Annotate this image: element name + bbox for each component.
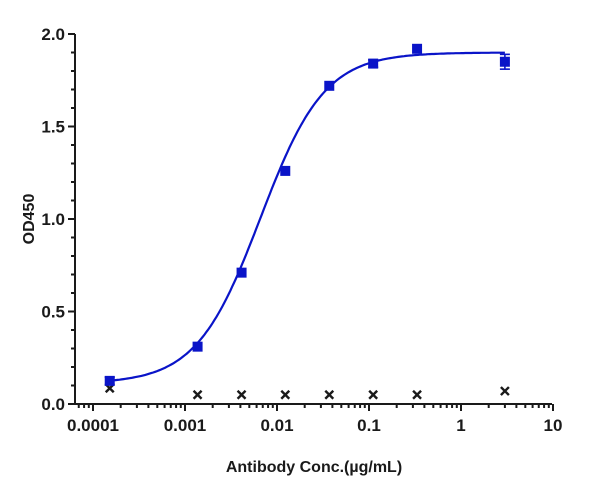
y-tick-label: 0.5 [41,303,65,322]
x-tick-label: 0.01 [260,416,293,435]
antibody-data-point [280,165,291,176]
negative-control-point [280,389,291,400]
antibody-data-point [324,80,335,91]
y-tick-label: 1.0 [41,210,65,229]
x-tick-label: 0.0001 [67,416,119,435]
x-tick-label: 0.001 [164,416,207,435]
y-tick-label: 2.0 [41,25,65,44]
x-tick-label: 0.1 [357,416,381,435]
x-axis-title: Antibody Conc.(µg/mL) [226,459,402,476]
antibody-data-point [236,267,247,278]
fit-curve-path [109,51,505,382]
y-tick-label: 1.5 [41,118,65,137]
antibody-data-point [104,375,115,386]
fit-curve [109,51,505,382]
axes: 0.0 0.5 1.0 1.5 2.0 0.0001 0.001 0.01 0.1 1 10 [41,25,562,435]
antibody-data-point [499,53,510,70]
negative-control-point [368,389,379,400]
antibody-data-point [192,341,203,352]
negative-control-point [324,389,335,400]
antibody-data-point [412,43,423,54]
negative-control-point [192,389,203,400]
x-tick-label: 1 [456,416,465,435]
x-tick-label: 10 [544,416,563,435]
negative-control-point [412,389,422,400]
antibody-data-point [368,58,379,69]
y-axis-title: OD450 [21,194,38,245]
negative-control-point [500,386,510,396]
data-series [104,43,510,400]
y-tick-label: 0.0 [41,395,65,414]
negative-control-point [236,389,247,400]
